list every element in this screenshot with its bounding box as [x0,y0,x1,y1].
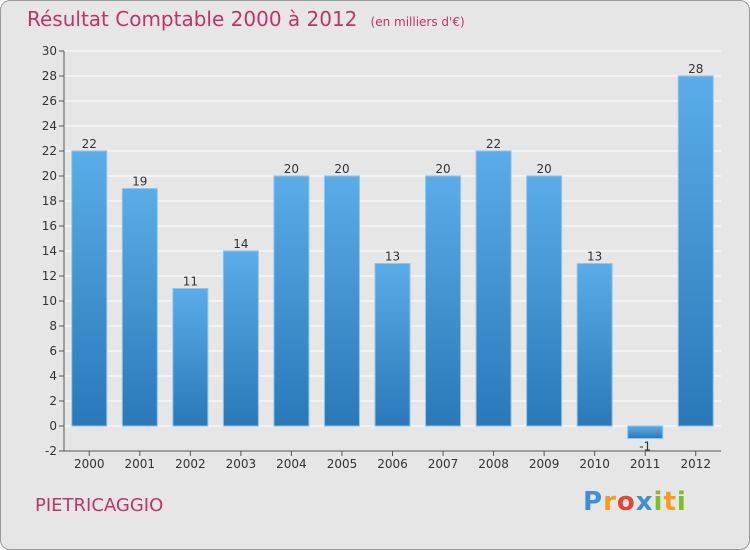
bar-2003 [222,250,259,427]
bar-2010 [576,263,613,427]
y-tick-label: 6 [49,344,57,358]
chart-unit: (en milliers d'€) [370,15,465,29]
bar-2008 [475,150,512,427]
x-tick-label: 2003 [226,457,257,471]
x-tick-label: 2009 [529,457,560,471]
data-label-2009: 20 [536,162,551,176]
x-tick-label: 2000 [74,457,105,471]
y-tick-label: 24 [42,119,57,133]
y-tick-label: 16 [42,219,57,233]
data-label-2007: 20 [435,162,450,176]
data-label-2005: 20 [334,162,349,176]
data-label-2004: 20 [284,162,299,176]
commune-name: PIETRICAGGIO [35,495,164,516]
x-tick-label: 2006 [377,457,408,471]
y-tick-label: 12 [42,269,57,283]
x-tick-label: 2002 [175,457,206,471]
y-tick-label: 22 [42,144,57,158]
x-tick-label: 2008 [478,457,509,471]
bar-2005 [323,175,360,427]
logo-letter: t [663,487,677,517]
x-tick-label: 2011 [630,457,661,471]
data-labels: 22 19 11 14 20 20 13 20 22 20 13 -1 28 [82,62,704,454]
bar-2001 [121,188,158,427]
data-label-2012: 28 [688,62,703,76]
data-label-2010: 13 [587,250,602,264]
x-tick-label: 2010 [579,457,610,471]
bar-2006 [374,263,411,427]
x-tick-label: 2007 [428,457,459,471]
y-tick-label: 14 [42,244,57,258]
bars [71,75,714,439]
y-tick-label: 20 [42,169,57,183]
bar-2011 [627,425,664,439]
data-label-2000: 22 [82,137,97,151]
y-tick-label: 26 [42,94,57,108]
y-tick-label: -2 [45,444,57,458]
x-tick-label: 2005 [327,457,358,471]
logo-letter: P [583,487,604,517]
y-tick-label: 0 [49,419,57,433]
logo-letter: x [635,487,654,517]
chart-title-block: Résultat Comptable 2000 à 2012 (en milli… [27,7,465,31]
x-tick-label: 2001 [125,457,156,471]
data-label-2003: 14 [233,237,248,251]
bar-2000 [71,150,108,427]
data-label-2008: 22 [486,137,501,151]
x-tick-label: 2012 [680,457,711,471]
bar-2002 [172,288,209,427]
data-label-2002: 11 [183,275,198,289]
chart-title: Résultat Comptable 2000 à 2012 [27,7,358,31]
y-tick-label: 10 [42,294,57,308]
proxiti-logo: Proxiti [583,487,687,517]
y-tick-label: 4 [49,369,57,383]
data-label-2011: -1 [639,440,651,454]
y-tick-label: 18 [42,194,57,208]
logo-letter: i [653,487,664,517]
bar-2004 [273,175,310,427]
bar-2007 [425,175,462,427]
data-label-2001: 19 [132,175,147,189]
bar-2009 [526,175,563,427]
data-label-2006: 13 [385,250,400,264]
logo-letter: i [676,487,687,517]
y-tick-label: 8 [49,319,57,333]
y-tick-label: 2 [49,394,57,408]
logo-letter: r [603,487,617,517]
y-tick-label: 28 [42,69,57,83]
y-tick-label: 30 [42,44,57,58]
logo-letter: o [616,487,636,517]
x-tick-label: 2004 [276,457,307,471]
bar-2012 [677,75,714,427]
